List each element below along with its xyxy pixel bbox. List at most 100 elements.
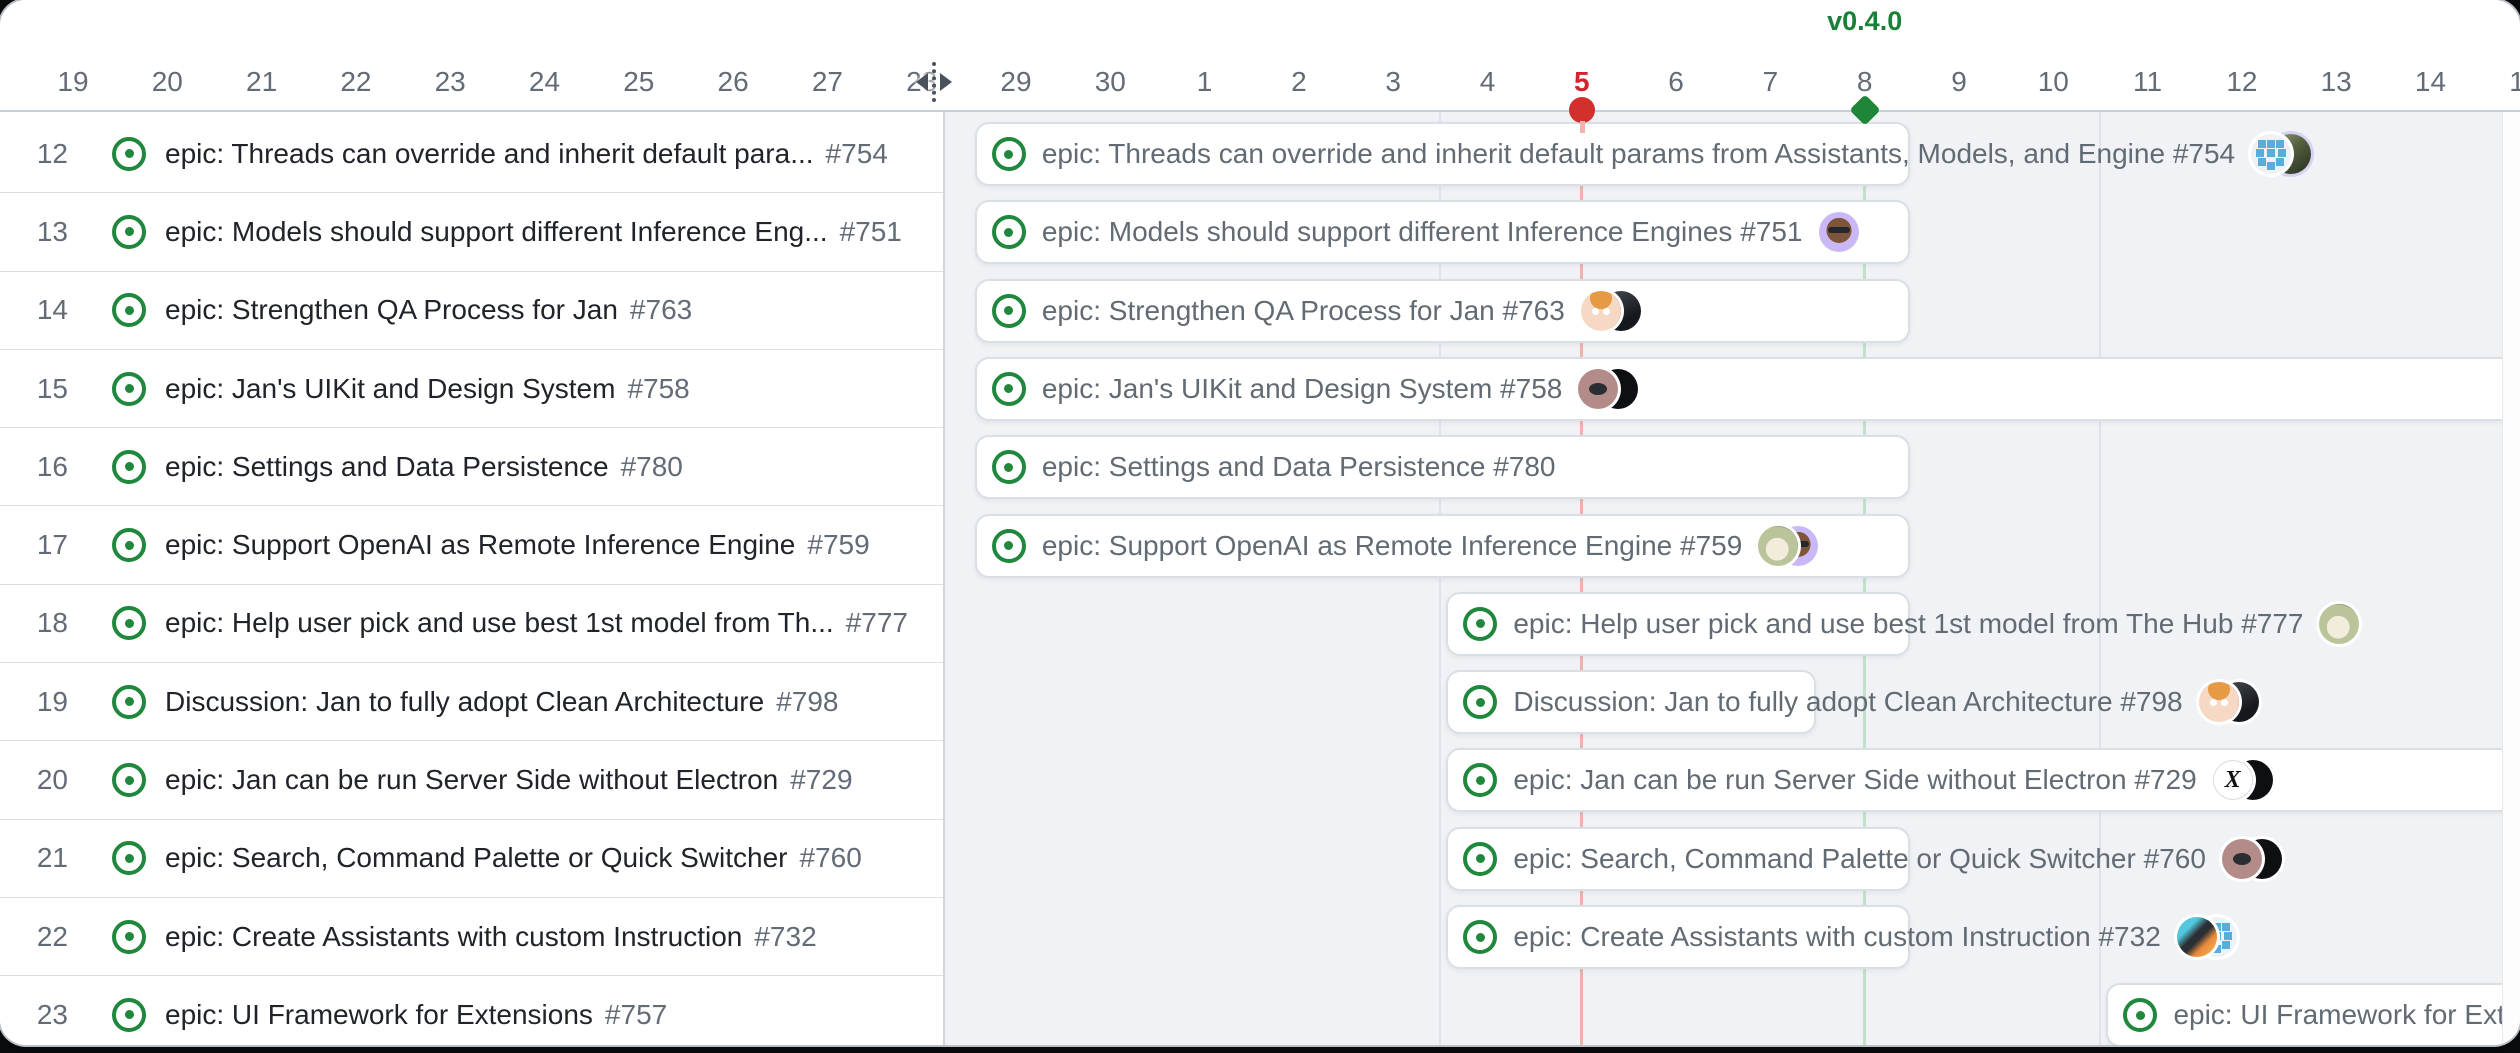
roadmap-bar[interactable]: epic: Help user pick and use best 1st mo… [1446, 591, 2360, 656]
roadmap-bar[interactable]: epic: Create Assistants with custom Inst… [1446, 905, 2237, 969]
milestone-label: v0.4.0 [1827, 6, 1903, 36]
open-issue-icon [112, 841, 146, 876]
day-header-29: 29 [1000, 66, 1032, 97]
issue-title[interactable]: Discussion: Jan to fully adopt Clean Arc… [165, 685, 765, 717]
row-number: 12 [36, 137, 68, 169]
roadmap-bar[interactable]: epic: Strengthen QA Process for Jan #763 [974, 278, 1910, 343]
row-number: 20 [36, 764, 68, 796]
table-row[interactable]: 16 epic: Settings and Data Persistence #78… [0, 428, 943, 507]
table-row[interactable]: 20 epic: Jan can be run Server Side witho… [0, 741, 943, 820]
day-header-24: 24 [528, 66, 561, 97]
issue-title[interactable]: epic: Help user pick and use best 1st mo… [165, 607, 834, 639]
table-row[interactable]: 13 epic: Models should support different … [0, 193, 943, 272]
issue-number: #757 [604, 998, 668, 1030]
issue-number: #780 [620, 450, 683, 482]
bar-title: Discussion: Jan to fully adopt Clean Arc… [1513, 686, 2183, 718]
roadmap-bar[interactable]: epic: UI Framework for Extensions #757 [2106, 983, 2520, 1045]
issue-number: #751 [839, 215, 902, 247]
table-row[interactable]: 22 epic: Create Assistants with custom In… [0, 898, 943, 977]
cartoon-morty-avatar [1580, 290, 1621, 331]
vertical-scrollbar[interactable] [2502, 112, 2520, 1045]
issue-title[interactable]: epic: UI Framework for Extensions [165, 998, 593, 1030]
assignee-avatars [1578, 368, 1639, 409]
row-number: 17 [36, 529, 68, 561]
open-issue-icon [1463, 920, 1498, 954]
roadmap-bar[interactable]: epic: Search, Command Palette or Quick S… [1446, 826, 2282, 891]
issue-title[interactable]: epic: Strengthen QA Process for Jan [165, 294, 618, 326]
today-marker[interactable] [1568, 97, 1595, 133]
table-row[interactable]: 15 epic: Jan's UIKit and Design System #75… [0, 349, 943, 429]
open-issue-icon [112, 214, 146, 249]
issue-title[interactable]: epic: Create Assistants with custom Inst… [165, 920, 743, 952]
table-row[interactable]: 21 epic: Search, Command Palette or Quick… [0, 819, 943, 898]
issue-title[interactable]: epic: Threads can override and inherit d… [165, 137, 814, 169]
resize-dotted-line-icon [931, 62, 936, 102]
roadmap-bar[interactable]: epic: Jan's UIKit and Design System #758 [974, 356, 2520, 421]
table-row[interactable]: 19 Discussion: Jan to fully adopt Clean A… [0, 663, 943, 742]
row-number: 19 [36, 685, 68, 717]
assignee-avatars [2251, 134, 2312, 174]
table-row[interactable]: 18 epic: Help user pick and use best 1st … [0, 584, 943, 664]
open-issue-icon [112, 919, 146, 954]
day-header-1: 1 [1196, 66, 1213, 97]
timeline-header: v0.4.0 19 20 21 22 23 24 25 26 27 28 29 30 1 2 3 4 5 6 7 8 9… [0, 0, 2520, 112]
roadmap-bar[interactable]: Discussion: Jan to fully adopt Clean Arc… [1446, 670, 2259, 735]
today-marker-stem [1579, 121, 1585, 133]
issue-title[interactable]: epic: Jan can be run Server Side without… [165, 764, 779, 796]
day-header-27: 27 [811, 66, 843, 97]
day-header-25: 25 [623, 66, 655, 97]
bar-title: epic: Jan's UIKit and Design System #758 [1041, 372, 1563, 404]
roadmap-bar[interactable]: epic: Settings and Data Persistence #780 [974, 435, 1910, 500]
open-issue-icon [112, 371, 146, 406]
logo-x-avatar [2212, 760, 2253, 801]
issue-title[interactable]: epic: Settings and Data Persistence [165, 450, 609, 482]
issue-number: #759 [807, 529, 870, 561]
table-row[interactable]: 17 epic: Support OpenAI as Remote Inferen… [0, 506, 943, 585]
issue-number: #777 [845, 607, 908, 639]
table-row[interactable]: 23 epic: UI Framework for Extensions #757 [0, 976, 943, 1045]
bar-title: epic: Create Assistants with custom Inst… [1513, 921, 2161, 952]
avatar-eye-avatar [2221, 838, 2262, 879]
day-header-3: 3 [1385, 66, 1401, 97]
row-number: 16 [36, 450, 68, 482]
milestone-line [1863, 112, 1867, 1045]
issue-number: #798 [776, 685, 839, 717]
day-header-7: 7 [1762, 66, 1779, 97]
roadmap-bar[interactable]: epic: Support OpenAI as Remote Inference… [974, 513, 1910, 578]
day-header-2: 2 [1291, 66, 1307, 97]
issue-title[interactable]: epic: Support OpenAI as Remote Inference… [165, 529, 796, 561]
day-header-22: 22 [340, 66, 372, 97]
bar-title: epic: Jan can be run Server Side without… [1513, 764, 2197, 796]
open-issue-icon [991, 450, 1026, 485]
day-header-9: 9 [1951, 66, 1967, 97]
column-resize-cursor-icon[interactable] [915, 62, 952, 102]
open-issue-icon [112, 997, 146, 1032]
week-gridline [1439, 112, 1442, 1045]
roadmap-bar[interactable]: epic: Threads can override and inherit d… [974, 122, 2312, 186]
issue-title[interactable]: epic: Jan's UIKit and Design System [165, 372, 616, 404]
day-header-12: 12 [2226, 66, 2258, 97]
avatar-eye-avatar [1578, 368, 1619, 409]
row-number: 23 [36, 998, 68, 1030]
day-header-8: 8 [1856, 66, 1873, 97]
roadmap-bar[interactable]: epic: Models should support different In… [974, 200, 1910, 265]
open-issue-icon [2123, 998, 2158, 1033]
row-number: 13 [36, 215, 68, 247]
day-header-19: 19 [57, 66, 89, 97]
table-row[interactable]: 12 epic: Threads can override and inherit… [0, 115, 943, 194]
issue-number: #760 [799, 842, 862, 874]
row-number: 14 [36, 294, 68, 326]
issue-title[interactable]: epic: Models should support different In… [165, 215, 828, 247]
roadmap-bar[interactable]: epic: Jan can be run Server Side without… [1446, 748, 2520, 813]
day-header-15: 15 [2509, 66, 2520, 97]
open-issue-icon [991, 137, 1026, 171]
assignee-avatars [2176, 917, 2237, 957]
bar-title: epic: Settings and Data Persistence #780 [1041, 451, 1556, 483]
table-row[interactable]: 14 epic: Strengthen QA Process for Jan #76… [0, 271, 943, 350]
assignee-avatars [2221, 838, 2282, 879]
bar-title: epic: Threads can override and inherit d… [1041, 138, 2236, 169]
day-header-21: 21 [246, 66, 278, 97]
issue-title[interactable]: epic: Search, Command Palette or Quick S… [165, 842, 788, 874]
row-number: 22 [36, 920, 68, 952]
